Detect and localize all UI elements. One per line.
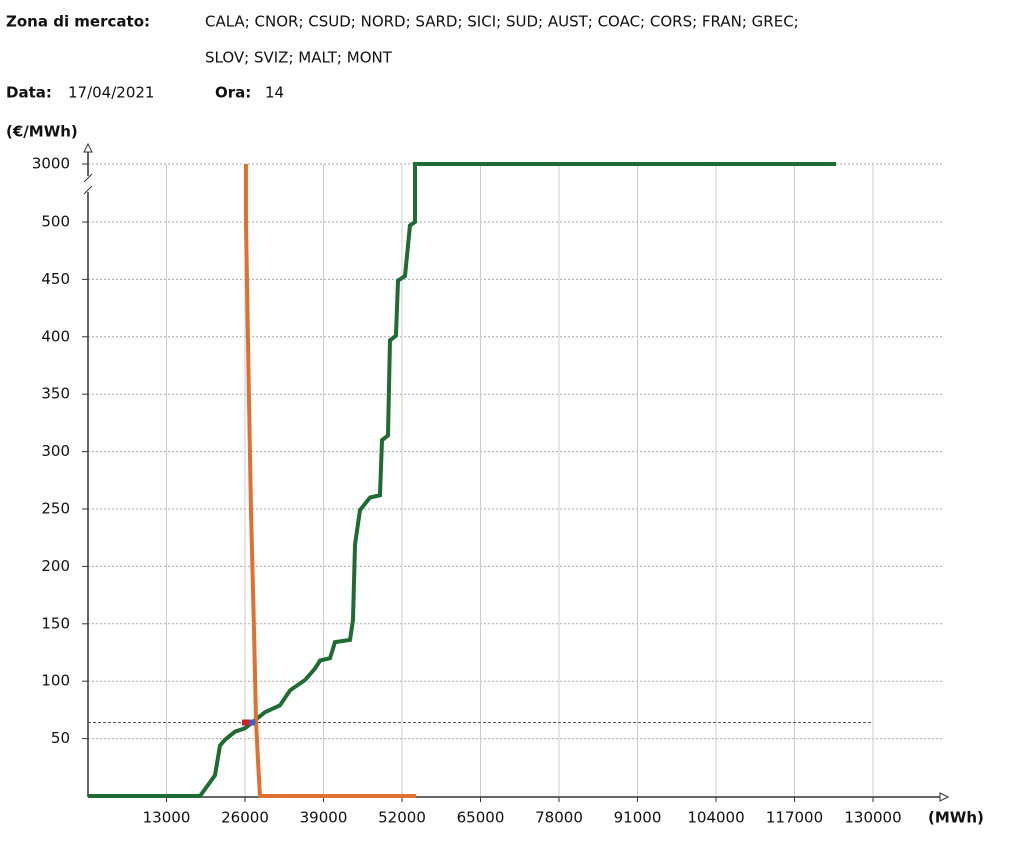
date-label: Data: bbox=[6, 84, 52, 102]
axis-break bbox=[84, 176, 92, 192]
y-tick-label: 100 bbox=[41, 672, 70, 690]
y-tick-label: 350 bbox=[41, 385, 70, 403]
y-tick-label: 400 bbox=[41, 327, 70, 345]
y-tick-label: 300 bbox=[41, 442, 70, 460]
x-tick-label: 26000 bbox=[221, 809, 269, 827]
curve bbox=[243, 164, 417, 798]
y-tick-label: 250 bbox=[41, 500, 70, 518]
y-tick-label: 3000 bbox=[32, 155, 70, 173]
curve bbox=[88, 162, 836, 798]
y-tick-label: 450 bbox=[41, 270, 70, 288]
x-tick-label: 13000 bbox=[143, 809, 191, 827]
y-arrow bbox=[83, 142, 93, 153]
x-tick-label: 91000 bbox=[614, 809, 662, 827]
x-tick-label: 130000 bbox=[844, 809, 901, 827]
x-tick-label: 117000 bbox=[766, 809, 823, 827]
equilibrium-point bbox=[242, 719, 250, 726]
date: 17/04/2021 bbox=[68, 84, 154, 102]
y-tick-label: 150 bbox=[41, 614, 70, 632]
zones: SLOV; SVIZ; MALT; MONT bbox=[205, 49, 393, 67]
x-tick-label: 78000 bbox=[535, 809, 583, 827]
x-tick-label: 104000 bbox=[687, 809, 744, 827]
x-tick-label: 39000 bbox=[300, 809, 348, 827]
x-tick-label: 52000 bbox=[378, 809, 426, 827]
y-tick-label: 50 bbox=[51, 729, 70, 747]
y-tick-label: 200 bbox=[41, 557, 70, 575]
y-axis-label: (€/MWh) bbox=[6, 123, 78, 141]
x-axis-label: (MWh) bbox=[928, 809, 984, 827]
x-tick-label: 65000 bbox=[457, 809, 505, 827]
hour: 14 bbox=[265, 84, 284, 102]
zone-label: Zona di mercato: bbox=[6, 13, 150, 31]
zones: CALA; CNOR; CSUD; NORD; SARD; SICI; SUD;… bbox=[205, 13, 799, 31]
axis-break bbox=[83, 185, 93, 195]
equilibrium-point bbox=[249, 719, 256, 726]
x-arrow bbox=[939, 792, 950, 802]
y-tick-label: 500 bbox=[41, 213, 70, 231]
axis-break bbox=[83, 173, 93, 183]
hour-label: Ora: bbox=[215, 84, 251, 102]
